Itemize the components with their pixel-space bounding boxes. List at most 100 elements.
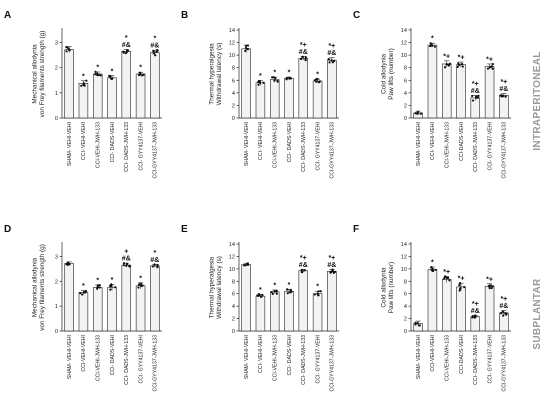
bar: [255, 295, 266, 332]
data-point: [82, 82, 85, 85]
category-label: CCI- VEHI-VEHI: [430, 122, 436, 160]
data-point: [330, 270, 333, 273]
data-point: [271, 76, 274, 79]
y-tick-label: 2: [55, 279, 58, 285]
category-label: SHAM- VEHI-VEHI: [416, 122, 422, 166]
data-point: [489, 284, 493, 287]
data-point: [445, 276, 448, 279]
category-label: CCI-VEHI-JWH-133: [273, 335, 279, 381]
data-point: [416, 110, 420, 114]
bar: [241, 264, 251, 332]
data-point: [124, 52, 128, 55]
bar: [456, 64, 466, 119]
data-point: [317, 81, 321, 84]
data-point: [122, 262, 126, 265]
data-point: [300, 268, 303, 271]
significance-label: *: [288, 282, 291, 289]
data-point: [66, 46, 69, 49]
data-point: [273, 290, 276, 293]
category-label: CCI-VEHI-JWH-133: [445, 122, 451, 168]
y-tick-label: 10: [229, 53, 235, 59]
bar: [64, 49, 74, 119]
data-point: [289, 77, 292, 80]
panel-letter: C: [353, 10, 360, 21]
row-label-intraperitoneal: INTRAPERITONEAL: [532, 51, 543, 150]
bar: [470, 316, 481, 332]
significance-label: *+: [458, 276, 465, 283]
data-point: [458, 284, 461, 287]
category-label: CCI- GYY4137-VEHI: [315, 122, 321, 170]
data-point: [98, 286, 101, 289]
data-point: [430, 269, 433, 272]
bar: [150, 265, 160, 332]
data-point: [303, 269, 306, 272]
y-tick-label: 4: [232, 91, 235, 97]
category-label: CCI- DADS-JWH-133: [301, 335, 307, 385]
data-point: [502, 314, 505, 317]
y-tick-label: 0: [232, 116, 235, 122]
bar: [78, 83, 89, 119]
data-point: [153, 263, 156, 266]
data-point: [491, 285, 494, 288]
data-point: [443, 66, 447, 69]
bar: [92, 287, 103, 332]
category-label: CCI- DADS-JWH-133: [473, 122, 479, 172]
category-label: CCI- VEHI-VEHI: [258, 122, 264, 160]
data-point: [504, 95, 507, 98]
data-point: [66, 263, 69, 266]
bar: [121, 51, 132, 119]
bar: [284, 290, 294, 332]
data-point: [256, 294, 259, 297]
data-point: [242, 264, 246, 267]
data-point: [471, 315, 474, 318]
category-label: CCI-VEHI-JWH-133: [96, 122, 102, 168]
bar: [484, 66, 495, 119]
data-point: [244, 44, 248, 48]
data-point: [470, 94, 474, 98]
data-point: [122, 264, 125, 267]
y-tick-label: 8: [232, 279, 235, 285]
significance-label: *+ #&: [499, 296, 508, 310]
data-point: [126, 49, 129, 52]
y-tick-label: 3: [55, 41, 58, 47]
data-point: [317, 290, 320, 293]
y-axis-label: Mechanical allodyniavon Frey filaments s…: [32, 31, 47, 118]
data-point: [333, 59, 336, 62]
data-point: [331, 61, 335, 64]
data-point: [96, 284, 99, 287]
significance-label: *: [139, 65, 142, 72]
data-point: [114, 286, 117, 289]
data-point: [414, 112, 417, 115]
y-tick-label: 14: [401, 28, 407, 34]
data-point: [276, 80, 279, 83]
bar: [269, 79, 280, 119]
category-label: CCI-VEHI-VEHI: [81, 335, 87, 372]
category-label: CCI-GYY4137-JWH-133: [330, 335, 336, 392]
data-point: [83, 84, 86, 87]
data-point: [68, 263, 71, 266]
significance-label: * #&: [150, 36, 159, 50]
data-point: [491, 67, 494, 70]
category-label: CCI-VEHI-JWH-133: [273, 122, 279, 168]
y-axis-label: Thermal hyperalgesiaWithdrawal latency (…: [209, 256, 224, 319]
data-point: [458, 63, 461, 67]
bar: [107, 287, 117, 332]
data-point: [418, 324, 421, 327]
y-tick-label: 1: [55, 304, 58, 310]
significance-label: *: [111, 68, 114, 75]
bar: [298, 57, 309, 119]
data-point: [301, 55, 304, 58]
data-point: [109, 74, 112, 78]
y-tick-label: 2: [232, 317, 235, 323]
y-tick-label: 10: [401, 267, 407, 273]
bar: [92, 73, 103, 119]
y-tick-label: 0: [55, 329, 58, 335]
data-point: [333, 270, 337, 273]
significance-label: *+ #&: [499, 79, 508, 93]
data-point: [457, 62, 460, 65]
panel-d: D 0 1 2 3 Mechanical allodyniavon Frey filame…: [4, 224, 162, 392]
data-point: [300, 57, 303, 61]
data-point: [286, 76, 289, 80]
y-tick-label: 1: [55, 91, 58, 97]
